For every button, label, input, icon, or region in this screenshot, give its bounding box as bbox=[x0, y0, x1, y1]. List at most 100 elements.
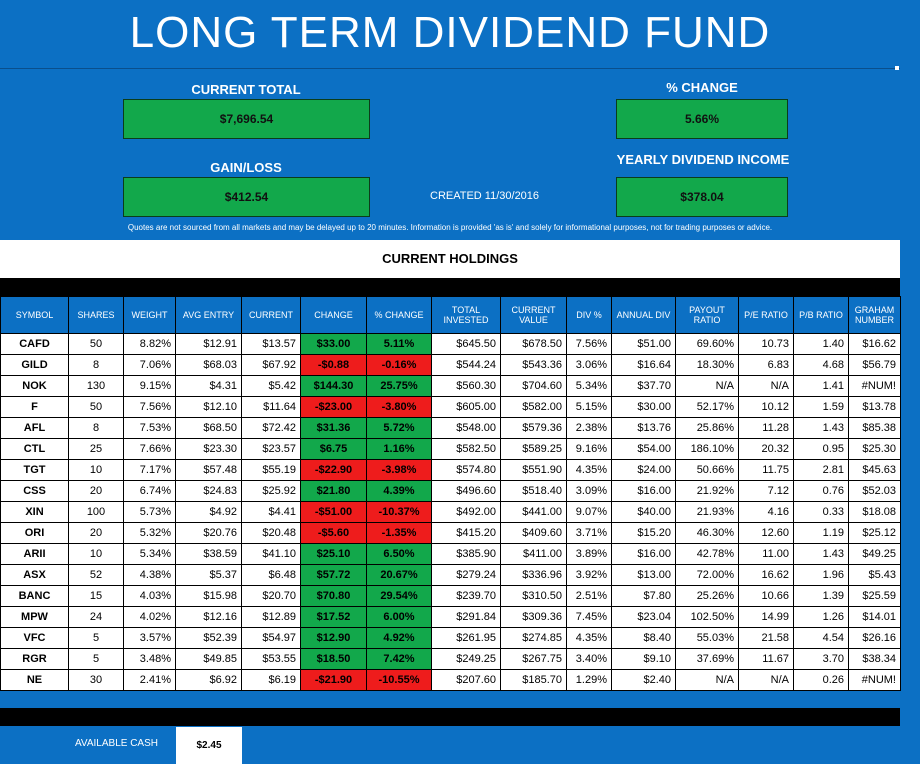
cell-change[interactable]: $31.36 bbox=[300, 417, 367, 439]
cell-change[interactable]: $57.72 bbox=[300, 564, 367, 586]
cell-graham-number[interactable]: $16.62 bbox=[848, 333, 901, 355]
cell-annual-div[interactable]: $7.80 bbox=[611, 585, 676, 607]
cell-div-pct[interactable]: 9.16% bbox=[566, 438, 612, 460]
cell-shares[interactable]: 8 bbox=[68, 417, 124, 439]
cell-current[interactable]: $23.57 bbox=[241, 438, 301, 460]
cell-weight[interactable]: 7.06% bbox=[123, 354, 176, 376]
cell-symbol[interactable]: NE bbox=[0, 669, 69, 691]
cell-pb-ratio[interactable]: 1.96 bbox=[793, 564, 849, 586]
cell-pct-change[interactable]: 20.67% bbox=[366, 564, 432, 586]
cell-total-invested[interactable]: $415.20 bbox=[431, 522, 501, 544]
cell-symbol[interactable]: CAFD bbox=[0, 333, 69, 355]
cell-total-invested[interactable]: $645.50 bbox=[431, 333, 501, 355]
cell-payout-ratio[interactable]: 25.26% bbox=[675, 585, 739, 607]
cell-payout-ratio[interactable]: N/A bbox=[675, 375, 739, 397]
table-row[interactable]: MPW 24 4.02% $12.16 $12.89 $17.52 6.00% $291.84… bbox=[0, 606, 901, 628]
cell-pe-ratio[interactable]: 11.00 bbox=[738, 543, 794, 565]
cell-total-invested[interactable]: $249.25 bbox=[431, 648, 501, 670]
cell-current[interactable]: $4.41 bbox=[241, 501, 301, 523]
cell-pct-change[interactable]: 7.42% bbox=[366, 648, 432, 670]
cell-annual-div[interactable]: $13.00 bbox=[611, 564, 676, 586]
cell-pct-change[interactable]: -3.98% bbox=[366, 459, 432, 481]
cell-pe-ratio[interactable]: N/A bbox=[738, 375, 794, 397]
cell-graham-number[interactable]: $13.78 bbox=[848, 396, 901, 418]
cell-weight[interactable]: 3.57% bbox=[123, 627, 176, 649]
cell-pct-change[interactable]: 29.54% bbox=[366, 585, 432, 607]
cell-annual-div[interactable]: $23.04 bbox=[611, 606, 676, 628]
table-row[interactable]: ARII 10 5.34% $38.59 $41.10 $25.10 6.50% $385.9… bbox=[0, 543, 901, 565]
cell-pb-ratio[interactable]: 1.19 bbox=[793, 522, 849, 544]
table-row[interactable]: GILD 8 7.06% $68.03 $67.92 -$0.88 -0.16% $544.2… bbox=[0, 354, 901, 376]
cell-pct-change[interactable]: -10.55% bbox=[366, 669, 432, 691]
cell-symbol[interactable]: F bbox=[0, 396, 69, 418]
cell-current-value[interactable]: $267.75 bbox=[500, 648, 567, 670]
cell-total-invested[interactable]: $544.24 bbox=[431, 354, 501, 376]
cell-pct-change[interactable]: 4.39% bbox=[366, 480, 432, 502]
cell-shares[interactable]: 20 bbox=[68, 522, 124, 544]
cell-pe-ratio[interactable]: 11.67 bbox=[738, 648, 794, 670]
cell-current[interactable]: $5.42 bbox=[241, 375, 301, 397]
cell-pct-change[interactable]: 5.11% bbox=[366, 333, 432, 355]
cell-payout-ratio[interactable]: 25.86% bbox=[675, 417, 739, 439]
cell-weight[interactable]: 7.53% bbox=[123, 417, 176, 439]
cell-change[interactable]: $144.30 bbox=[300, 375, 367, 397]
cell-total-invested[interactable]: $574.80 bbox=[431, 459, 501, 481]
cell-payout-ratio[interactable]: 55.03% bbox=[675, 627, 739, 649]
cell-weight[interactable]: 2.41% bbox=[123, 669, 176, 691]
cell-graham-number[interactable]: $25.30 bbox=[848, 438, 901, 460]
cell-pb-ratio[interactable]: 0.26 bbox=[793, 669, 849, 691]
cell-current-value[interactable]: $411.00 bbox=[500, 543, 567, 565]
cell-pe-ratio[interactable]: 10.66 bbox=[738, 585, 794, 607]
cell-change[interactable]: $18.50 bbox=[300, 648, 367, 670]
cell-pb-ratio[interactable]: 1.43 bbox=[793, 543, 849, 565]
cell-weight[interactable]: 9.15% bbox=[123, 375, 176, 397]
cell-graham-number[interactable]: $5.43 bbox=[848, 564, 901, 586]
cell-pb-ratio[interactable]: 1.59 bbox=[793, 396, 849, 418]
cell-graham-number[interactable]: #NUM! bbox=[848, 375, 901, 397]
cell-change[interactable]: -$21.90 bbox=[300, 669, 367, 691]
cell-payout-ratio[interactable]: 102.50% bbox=[675, 606, 739, 628]
cell-div-pct[interactable]: 3.40% bbox=[566, 648, 612, 670]
cell-avg-entry[interactable]: $68.50 bbox=[175, 417, 242, 439]
cell-graham-number[interactable]: $38.34 bbox=[848, 648, 901, 670]
cell-current-value[interactable]: $543.36 bbox=[500, 354, 567, 376]
cell-payout-ratio[interactable]: 21.93% bbox=[675, 501, 739, 523]
cell-current[interactable]: $53.55 bbox=[241, 648, 301, 670]
cell-annual-div[interactable]: $37.70 bbox=[611, 375, 676, 397]
cell-current-value[interactable]: $589.25 bbox=[500, 438, 567, 460]
cell-current[interactable]: $67.92 bbox=[241, 354, 301, 376]
table-row[interactable]: ORI 20 5.32% $20.76 $20.48 -$5.60 -1.35% $415.2… bbox=[0, 522, 901, 544]
cell-weight[interactable]: 5.73% bbox=[123, 501, 176, 523]
cell-weight[interactable]: 7.56% bbox=[123, 396, 176, 418]
cell-div-pct[interactable]: 3.92% bbox=[566, 564, 612, 586]
cell-shares[interactable]: 5 bbox=[68, 648, 124, 670]
cell-change[interactable]: $6.75 bbox=[300, 438, 367, 460]
cell-div-pct[interactable]: 2.51% bbox=[566, 585, 612, 607]
cell-avg-entry[interactable]: $6.92 bbox=[175, 669, 242, 691]
cell-pb-ratio[interactable]: 0.95 bbox=[793, 438, 849, 460]
cell-payout-ratio[interactable]: 21.92% bbox=[675, 480, 739, 502]
cell-current[interactable]: $11.64 bbox=[241, 396, 301, 418]
cell-payout-ratio[interactable]: 42.78% bbox=[675, 543, 739, 565]
cell-shares[interactable]: 5 bbox=[68, 627, 124, 649]
cell-graham-number[interactable]: $56.79 bbox=[848, 354, 901, 376]
cell-current-value[interactable]: $409.60 bbox=[500, 522, 567, 544]
cell-avg-entry[interactable]: $5.37 bbox=[175, 564, 242, 586]
cell-pe-ratio[interactable]: 11.75 bbox=[738, 459, 794, 481]
cell-graham-number[interactable]: $49.25 bbox=[848, 543, 901, 565]
cell-pct-change[interactable]: 6.00% bbox=[366, 606, 432, 628]
cell-current-value[interactable]: $579.36 bbox=[500, 417, 567, 439]
cell-pe-ratio[interactable]: 7.12 bbox=[738, 480, 794, 502]
cell-payout-ratio[interactable]: 50.66% bbox=[675, 459, 739, 481]
table-row[interactable]: XIN 100 5.73% $4.92 $4.41 -$51.00 -10.37% $492.… bbox=[0, 501, 901, 523]
current-total-value[interactable]: $7,696.54 bbox=[123, 99, 370, 139]
cell-change[interactable]: $33.00 bbox=[300, 333, 367, 355]
table-row[interactable]: TGT 10 7.17% $57.48 $55.19 -$22.90 -3.98% $574.… bbox=[0, 459, 901, 481]
cell-weight[interactable]: 8.82% bbox=[123, 333, 176, 355]
cell-pb-ratio[interactable]: 1.39 bbox=[793, 585, 849, 607]
cell-pb-ratio[interactable]: 4.68 bbox=[793, 354, 849, 376]
cell-graham-number[interactable]: $85.38 bbox=[848, 417, 901, 439]
cell-pe-ratio[interactable]: 20.32 bbox=[738, 438, 794, 460]
cell-avg-entry[interactable]: $49.85 bbox=[175, 648, 242, 670]
cell-weight[interactable]: 3.48% bbox=[123, 648, 176, 670]
